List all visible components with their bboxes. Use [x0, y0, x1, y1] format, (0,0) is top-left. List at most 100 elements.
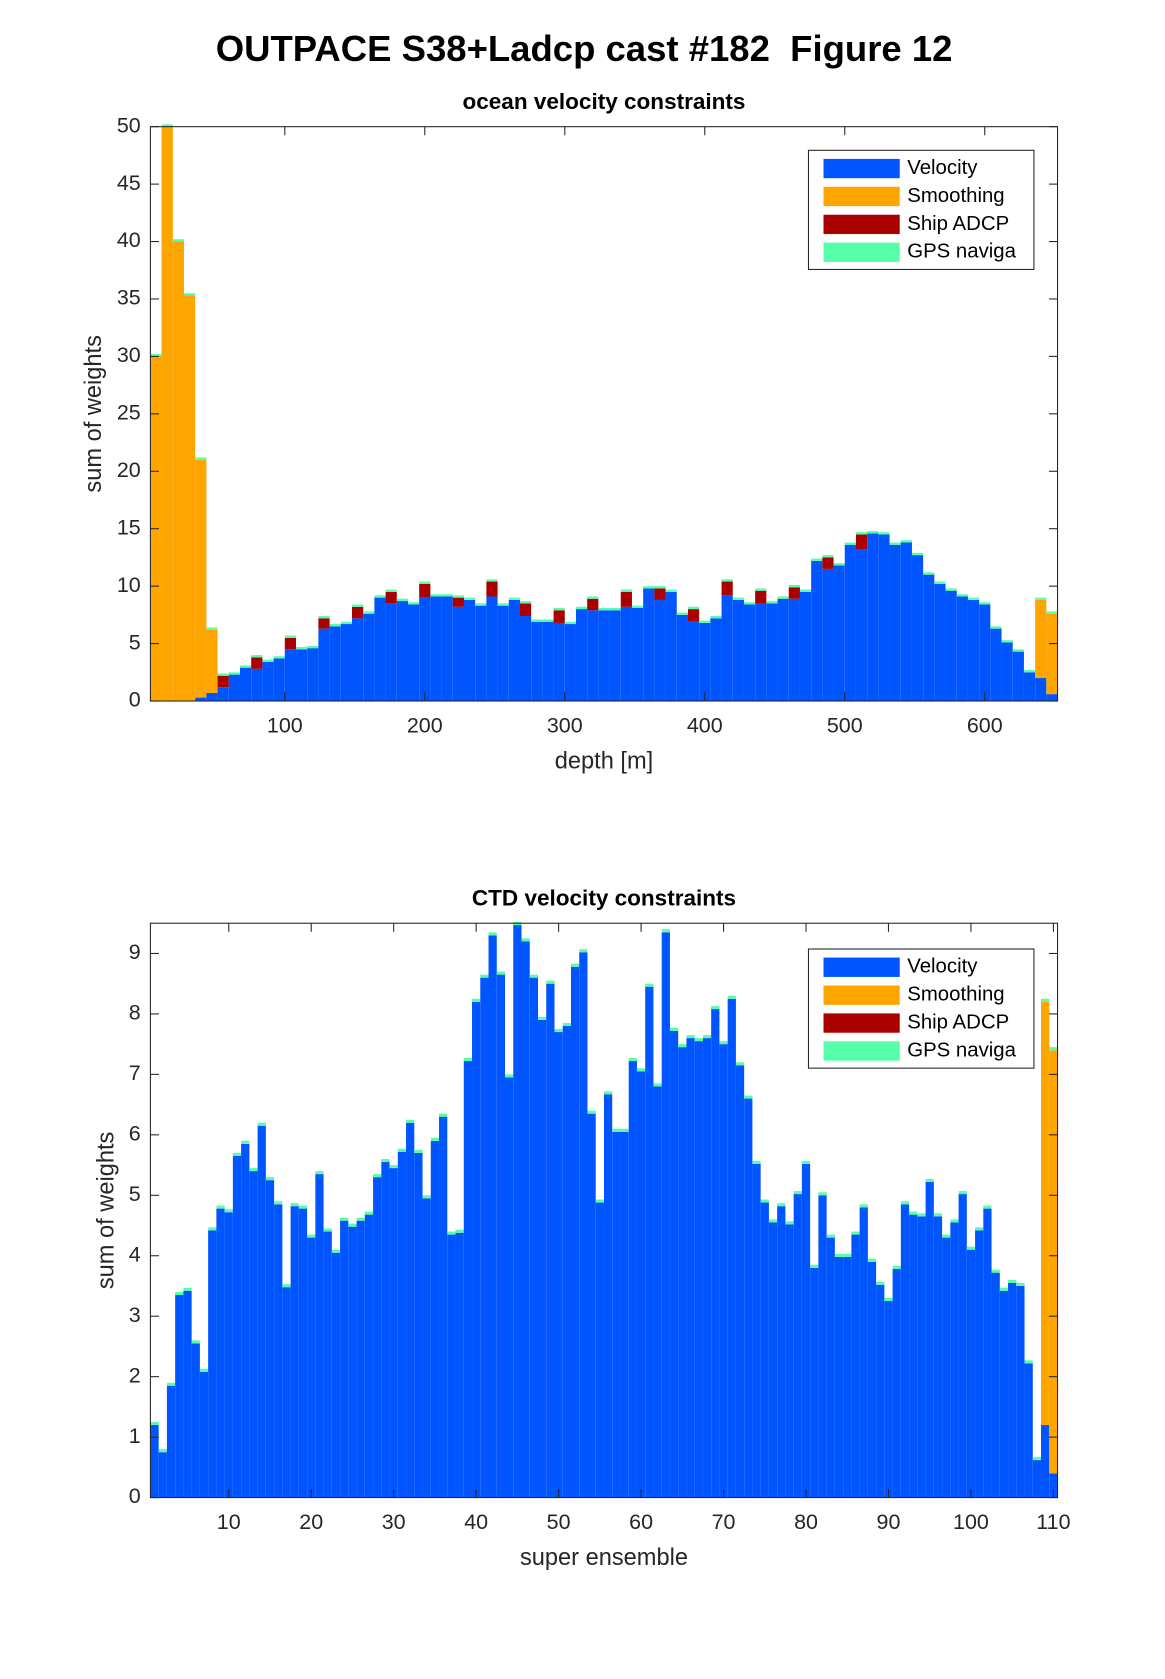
bar-segment — [636, 1068, 646, 1072]
bar-segment — [654, 588, 666, 600]
bar-segment — [480, 974, 489, 978]
bar-segment — [834, 1253, 844, 1257]
bar-segment — [570, 966, 580, 1498]
bar-segment — [822, 555, 834, 558]
bar-segment — [228, 672, 240, 675]
bar-segment — [620, 1131, 629, 1498]
y-tick-label: 50 — [117, 113, 141, 137]
bar-segment — [373, 1174, 382, 1178]
x-tick-label: 400 — [687, 713, 723, 737]
x-tick-label: 100 — [267, 713, 303, 737]
bar-segment — [793, 1194, 802, 1498]
bar-segment — [801, 1160, 811, 1164]
bar-segment — [878, 532, 890, 535]
bar-segment — [777, 1203, 786, 1207]
bar-segment — [318, 628, 330, 702]
bar-segment — [645, 986, 654, 1498]
bar-segment — [859, 1204, 868, 1208]
bar-segment — [975, 1227, 984, 1231]
bar-segment — [513, 925, 522, 1498]
bar-segment — [564, 624, 576, 702]
bar-segment — [217, 675, 229, 688]
bar-segment — [381, 1162, 390, 1498]
bar-segment — [542, 621, 554, 702]
bar-segment — [323, 1231, 332, 1498]
bar-segment — [1046, 694, 1058, 702]
bar-segment — [945, 588, 957, 591]
bar-segment — [447, 1231, 456, 1235]
bar-segment — [385, 603, 397, 702]
y-tick-label: 35 — [117, 286, 141, 310]
bar-segment — [251, 668, 263, 702]
bar-segment — [241, 1143, 250, 1498]
bar-segment — [232, 1152, 242, 1156]
x-tick-label: 500 — [827, 713, 863, 737]
bar-segment — [859, 1207, 868, 1498]
bar-segment — [665, 589, 677, 592]
bar-segment — [496, 974, 506, 1498]
y-tick-label: 8 — [129, 1001, 141, 1025]
bar-segment — [295, 647, 308, 650]
bar-segment — [867, 533, 879, 702]
bar-segment — [217, 687, 229, 702]
bar-segment — [917, 1216, 926, 1498]
bar-segment — [799, 589, 812, 592]
bar-segment — [184, 295, 196, 702]
y-tick-label: 5 — [129, 1182, 141, 1206]
bar-segment — [950, 1222, 959, 1498]
bar-segment — [472, 1001, 481, 1498]
bar-segment — [488, 932, 497, 936]
bar-segment — [958, 1194, 967, 1498]
bar-segment — [216, 1205, 225, 1209]
y-tick-label: 9 — [129, 940, 141, 964]
bar-segment — [755, 603, 767, 702]
bar-segment — [801, 1163, 811, 1498]
bar-segment — [497, 603, 509, 606]
bar-segment — [587, 596, 599, 599]
bar-segment — [262, 659, 274, 662]
bar-segment — [1012, 651, 1024, 702]
bar-segment — [934, 581, 946, 584]
bar-segment — [575, 606, 588, 610]
bar-segment — [851, 1231, 860, 1235]
bar-segment — [351, 604, 364, 607]
bar-segment — [257, 1125, 266, 1498]
y-tick-label: 4 — [129, 1242, 141, 1266]
bar-segment — [933, 1216, 943, 1498]
y-axis-label: sum of weights — [81, 335, 107, 492]
bar-segment — [752, 1160, 761, 1164]
bar-segment — [900, 542, 912, 702]
bar-segment — [699, 620, 711, 623]
bar-segment — [274, 1204, 283, 1498]
bar-segment — [385, 589, 397, 592]
bar-segment — [553, 610, 565, 623]
bar-segment — [678, 1047, 687, 1498]
bar-segment — [1016, 1282, 1025, 1286]
bar-segment — [983, 1208, 992, 1498]
bar-segment — [833, 565, 845, 702]
bar-segment — [777, 1206, 786, 1498]
bar-segment — [909, 1211, 918, 1215]
bar-segment — [1008, 1279, 1017, 1283]
bar-segment — [721, 595, 733, 702]
bar-segment — [430, 1140, 440, 1498]
bar-segment — [531, 619, 543, 622]
y-tick-label: 0 — [129, 688, 141, 712]
bar-segment — [711, 1009, 720, 1498]
bar-segment — [519, 616, 532, 702]
bar-segment — [356, 1220, 365, 1498]
bar-segment — [488, 935, 497, 1498]
bar-segment — [329, 624, 341, 627]
bar-segment — [542, 619, 554, 622]
bar-segment — [923, 574, 935, 702]
bar-segment — [519, 601, 532, 604]
bar-segment — [228, 674, 240, 702]
bar-segment — [686, 1038, 695, 1498]
bar-segment — [945, 590, 957, 702]
y-tick-label: 6 — [129, 1122, 141, 1146]
bar-segment — [452, 606, 464, 702]
bar-segment — [195, 697, 207, 702]
bar-segment — [843, 1253, 852, 1257]
bar-segment — [472, 998, 481, 1002]
bar-segment — [452, 595, 464, 598]
